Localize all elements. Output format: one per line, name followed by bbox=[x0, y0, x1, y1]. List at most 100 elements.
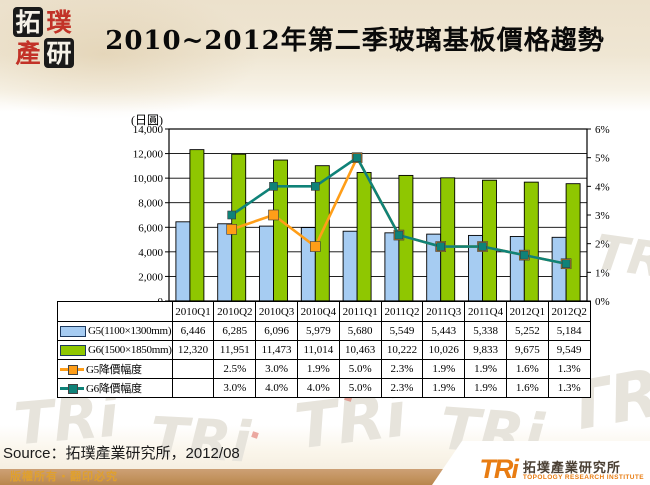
bar-g5 bbox=[551, 236, 567, 302]
value-cell: 11,014 bbox=[296, 340, 340, 360]
value-cell: 5.0% bbox=[338, 359, 382, 379]
bar-g6 bbox=[356, 172, 372, 302]
series-label-cell: G6(1500×1850mm) bbox=[57, 340, 173, 360]
marker-g6 bbox=[269, 182, 278, 191]
quarter-header-cell: 2011Q3 bbox=[422, 301, 466, 322]
value-cell: 1.9% bbox=[422, 378, 466, 398]
value-cell: 5,252 bbox=[505, 321, 549, 341]
marker-g5 bbox=[310, 241, 321, 252]
seal-char: 研 bbox=[44, 38, 74, 68]
marker-g6 bbox=[561, 259, 571, 269]
y-axis-tick-label: 2,000 bbox=[138, 271, 163, 283]
table-corner-blank bbox=[57, 301, 173, 322]
value-cell: 5,549 bbox=[380, 321, 424, 341]
quarter-header-cell: 2010Q1 bbox=[171, 301, 215, 322]
chart-svg: 02,0004,0006,0008,00010,00012,00014,0000… bbox=[133, 124, 610, 308]
value-cell: 10,222 bbox=[380, 340, 424, 360]
value-cell: 5,979 bbox=[296, 321, 340, 341]
chart-data-table: 2010Q1 2010Q2 2010Q3 2010Q4 2011Q1 2011Q2 2011… bbox=[57, 301, 591, 398]
series-name: G6降價幅度 bbox=[86, 383, 142, 395]
bar-g5 bbox=[384, 232, 400, 302]
value-cell: 9,833 bbox=[464, 340, 507, 360]
marker-g6 bbox=[436, 242, 446, 251]
y-axis-tick-label: 14,000 bbox=[133, 124, 164, 136]
value-cell: 4.0% bbox=[296, 378, 340, 398]
value-cell: 11,473 bbox=[255, 340, 298, 360]
marker-g6 bbox=[227, 210, 236, 220]
series-label-cell: G5降價幅度 bbox=[57, 359, 173, 379]
value-cell: 5,184 bbox=[547, 321, 591, 341]
bar-g6 bbox=[273, 159, 288, 302]
quarter-header-cell: 2010Q2 bbox=[213, 301, 257, 322]
quarter-header-cell: 2011Q2 bbox=[380, 301, 424, 322]
value-cell: 4.0% bbox=[255, 378, 298, 398]
topology-seal-logo: 拓 璞 產 研 bbox=[13, 7, 75, 69]
value-cell: 9,675 bbox=[505, 340, 549, 360]
pct-axis-tick-label: 2% bbox=[595, 239, 610, 251]
quarter-header-cell: 2012Q2 bbox=[547, 301, 591, 322]
series-label-cell: G6降價幅度 bbox=[57, 378, 173, 398]
y-axis-tick-label: 12,000 bbox=[133, 149, 164, 161]
marker-g6 bbox=[519, 250, 529, 260]
series-name: G5(1100×1300mm) bbox=[88, 325, 172, 337]
y-axis-tick-label: 8,000 bbox=[138, 198, 163, 210]
bar-g5 bbox=[175, 221, 191, 302]
value-cell: 10,026 bbox=[422, 340, 466, 360]
marker-g5 bbox=[268, 209, 279, 221]
marker-g6 bbox=[478, 242, 487, 251]
series-name: G5降價幅度 bbox=[86, 364, 142, 376]
series-label-cell: G5(1100×1300mm) bbox=[57, 321, 173, 341]
value-cell: 5.0% bbox=[338, 378, 382, 398]
pct-axis-tick-label: 0% bbox=[595, 296, 610, 308]
seal-char: 拓 bbox=[13, 7, 43, 37]
marker-g6 bbox=[352, 153, 362, 162]
seal-char: 璞 bbox=[46, 7, 72, 37]
value-cell: 6,285 bbox=[213, 321, 257, 341]
legend-line-swatch bbox=[60, 383, 84, 394]
bar-g6 bbox=[482, 179, 497, 302]
table-row: G6降價幅度 3.0% 4.0% 4.0% 5.0% 2.3% 1.9% 1.9% 1.6% 1.… bbox=[57, 378, 591, 398]
value-cell: 6,096 bbox=[255, 321, 298, 341]
value-cell: 1.9% bbox=[296, 359, 340, 379]
value-cell: 2.3% bbox=[380, 378, 424, 398]
tri-logo-company-cn: 拓墣產業研究所 bbox=[522, 459, 621, 475]
quarter-header-cell: 2011Q1 bbox=[338, 301, 382, 322]
table-row: G6(1500×1850mm) 12,320 11,951 11,473 11,014 1… bbox=[57, 340, 591, 360]
bar-g5 bbox=[259, 225, 274, 302]
y-axis-tick-label: 4,000 bbox=[138, 247, 163, 259]
bar-g6 bbox=[189, 149, 205, 302]
bar-g5 bbox=[217, 223, 233, 302]
tri-watermark: TRi bbox=[148, 405, 253, 476]
series-name: G6(1500×1850mm) bbox=[88, 344, 172, 356]
value-cell: 1.3% bbox=[547, 378, 591, 398]
legend-bar-swatch bbox=[60, 325, 86, 337]
y-axis-tick-label: 10,000 bbox=[133, 173, 164, 185]
value-cell: 9,549 bbox=[547, 340, 591, 360]
bar-g5 bbox=[509, 236, 525, 302]
quarter-header-cell: 2012Q1 bbox=[505, 301, 549, 322]
value-cell: 1.9% bbox=[464, 378, 507, 398]
value-cell: 1.9% bbox=[464, 359, 507, 379]
quarter-header-cell: 2011Q4 bbox=[464, 301, 507, 322]
bar-g6 bbox=[565, 183, 581, 302]
value-cell: 1.3% bbox=[547, 359, 591, 379]
tri-logo: TRi 拓墣產業研究所 TOPOLOGY RESEARCH INSTITUTE bbox=[432, 441, 650, 485]
seal-char: 產 bbox=[15, 38, 41, 68]
value-cell: 12,320 bbox=[171, 340, 215, 360]
value-cell: 1.6% bbox=[505, 378, 549, 398]
value-cell: 5,680 bbox=[338, 321, 382, 341]
y-axis-tick-label: 6,000 bbox=[138, 222, 163, 234]
table-row: G5(1100×1300mm) 6,446 6,285 6,096 5,979 5,680… bbox=[57, 321, 591, 341]
page-title: 2010~2012年第二季玻璃基板價格趨勢 bbox=[105, 26, 605, 56]
legend-bar-swatch bbox=[60, 344, 86, 356]
pct-axis-tick-label: 5% bbox=[595, 153, 610, 165]
marker-g6 bbox=[394, 230, 404, 240]
pct-axis-tick-label: 4% bbox=[595, 181, 610, 193]
value-cell bbox=[171, 359, 215, 379]
watermark-accent bbox=[251, 431, 259, 439]
value-cell: 10,463 bbox=[338, 340, 382, 360]
background-texture bbox=[0, 0, 260, 120]
value-cell: 1.6% bbox=[505, 359, 549, 379]
left-axis-unit-label: (日圓) bbox=[131, 113, 163, 127]
